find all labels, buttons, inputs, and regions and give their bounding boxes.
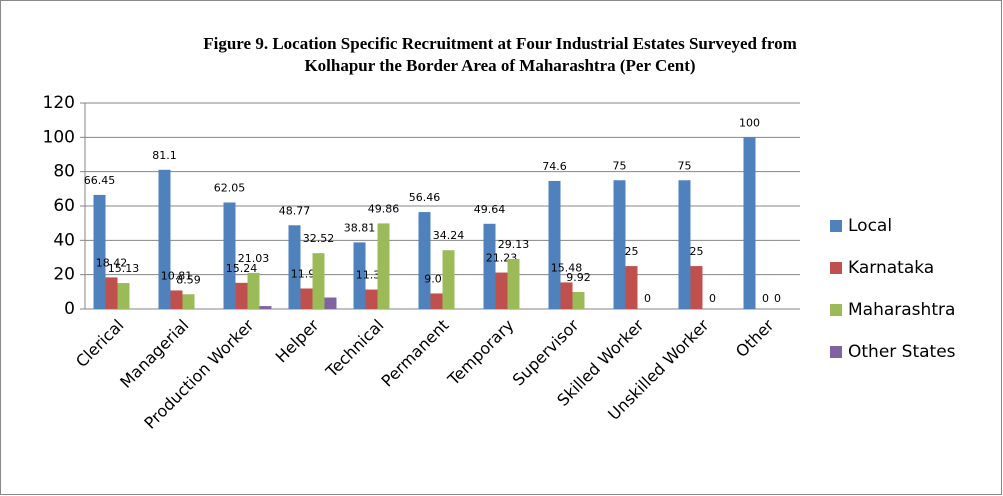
y-tick-label: 120 (43, 93, 75, 113)
bar (690, 266, 703, 309)
bar (495, 272, 508, 309)
bar (259, 306, 272, 309)
data-label: 100 (739, 116, 760, 129)
bar (235, 282, 248, 309)
chart-title: Figure 9. Location Specific Recruitment … (203, 34, 797, 53)
legend-swatch (830, 220, 842, 232)
data-label: 56.46 (409, 191, 441, 204)
data-label: 25 (625, 245, 639, 258)
data-label: 75 (678, 159, 692, 172)
legend-swatch (830, 262, 842, 274)
bar (288, 225, 301, 309)
data-label: 62.05 (214, 181, 246, 194)
bar (483, 223, 496, 309)
bar (625, 266, 638, 309)
data-label: 66.45 (84, 174, 116, 187)
bar (353, 242, 366, 309)
bar (247, 272, 260, 309)
bar (105, 277, 118, 309)
legend-label: Other States (848, 342, 956, 362)
data-label: 81.1 (152, 149, 177, 162)
bar (430, 293, 443, 309)
bar (117, 283, 130, 309)
data-label: 25 (690, 245, 704, 258)
data-label: 0 (644, 292, 651, 305)
y-tick-label: 100 (43, 127, 75, 147)
data-label: 29.13 (498, 238, 530, 251)
bar (312, 253, 325, 309)
data-label: 10.81 (161, 269, 193, 282)
bar (418, 212, 431, 309)
bar (170, 290, 183, 309)
bar (743, 137, 756, 309)
data-label: 0 (762, 292, 769, 305)
bar (324, 297, 337, 309)
data-label: 9.92 (566, 271, 591, 284)
legend-label: Maharashtra (848, 300, 955, 320)
bar (300, 288, 313, 309)
data-label: 15.13 (108, 262, 140, 275)
data-label: 32.52 (303, 232, 335, 245)
y-tick-label: 60 (53, 196, 75, 216)
data-label: 18.42 (96, 256, 128, 269)
data-label: 21.03 (238, 252, 270, 265)
data-label: 34.24 (433, 229, 465, 242)
data-label: 15.24 (226, 262, 258, 275)
data-label: 15.48 (551, 261, 583, 274)
bar (158, 169, 171, 309)
bar (377, 223, 390, 309)
legend-swatch (830, 304, 842, 316)
bar (442, 250, 455, 309)
bar (678, 180, 691, 309)
data-label: 75 (613, 159, 627, 172)
data-label: 49.64 (474, 203, 506, 216)
data-label: 38.81 (344, 221, 376, 234)
data-label: 0 (774, 292, 781, 305)
bar (613, 180, 626, 309)
y-tick-label: 40 (53, 230, 75, 250)
data-label: 8.59 (176, 273, 201, 286)
bar (223, 202, 236, 309)
data-label: 49.86 (368, 202, 400, 215)
data-label: 0 (709, 292, 716, 305)
bar (365, 289, 378, 309)
legend-swatch (830, 346, 842, 358)
legend-label: Karnataka (848, 258, 934, 278)
data-label: 74.6 (542, 160, 567, 173)
bar (93, 194, 106, 309)
bar (182, 294, 195, 309)
legend-label: Local (848, 216, 892, 236)
y-tick-label: 0 (64, 299, 75, 319)
bar (560, 282, 573, 309)
y-tick-label: 80 (53, 162, 75, 182)
data-label: 48.77 (279, 204, 311, 217)
bar (548, 180, 561, 309)
y-tick-label: 20 (53, 265, 75, 285)
chart-title: Kolhapur the Border Area of Maharashtra … (304, 56, 695, 75)
bar (507, 258, 520, 309)
bar (572, 291, 585, 309)
